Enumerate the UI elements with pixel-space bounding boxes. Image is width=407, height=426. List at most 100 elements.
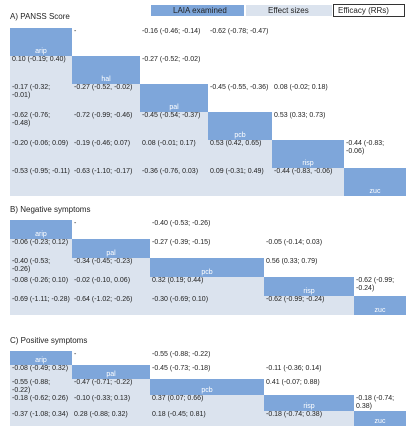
treatment-cell: zuc <box>344 168 406 196</box>
legend-item: Efficacy (RRs) <box>333 4 405 17</box>
efficacy-cell <box>264 220 354 239</box>
treatment-cell: hal <box>72 56 140 84</box>
effect-size-cell: -0.17 (-0.32; -0.01) <box>10 84 72 112</box>
effect-size-cell: -0.64 (-1.02; -0.26) <box>72 296 150 315</box>
legend-label: LAIA examined <box>173 6 227 15</box>
table-row: 0.10 (-0.19; 0.40) hal -0.27 (-0.52; -0.02… <box>10 56 406 84</box>
efficacy-cell: -0.11 (-0.36; 0.14) <box>264 365 354 380</box>
effect-size-cell: -0.18 (-0.74; 0.38) <box>264 411 354 426</box>
effect-size-cell: -0.36 (-0.76, 0.03) <box>140 168 208 196</box>
table-row: -0.69 (-1.11; -0.28) -0.64 (-1.02; -0.26)… <box>10 296 406 315</box>
table-row: arip - -0.55 (-0.88; -0.22) <box>10 351 406 366</box>
legend-item: Effect sizes <box>245 4 333 17</box>
efficacy-cell: -0.62 (-0.78; -0.47) <box>208 28 272 56</box>
effect-size-cell: 0.37 (0.07; 0.66) <box>150 395 264 412</box>
table-row: -0.53 (-0.95; -0.11) -0.63 (-1.10; -0.17)… <box>10 168 406 196</box>
efficacy-cell <box>354 351 406 366</box>
table-row: -0.08 (-0.26; 0.10) -0.02 (-0.10, 0.06) 0.… <box>10 277 406 296</box>
efficacy-cell: -0.05 (-0.14; 0.03) <box>264 239 354 258</box>
league-table: arip - -0.16 (-0.46; -0.14) -0.62 (-0.78; -… <box>10 28 406 196</box>
table-row: -0.40 (-0.53; -0.26) -0.34 (-0.45; -0.23)… <box>10 258 406 277</box>
effect-size-cell: -0.08 (-0.26; 0.10) <box>10 277 72 296</box>
legend-label: Efficacy (RRs) <box>338 6 389 15</box>
efficacy-cell <box>354 239 406 258</box>
efficacy-cell: - <box>72 351 150 366</box>
efficacy-cell: -0.62 (-0.99; -0.24) <box>354 277 406 296</box>
efficacy-cell <box>344 56 406 84</box>
effect-size-cell: 0.09 (-0.31; 0.49) <box>208 168 272 196</box>
effect-size-cell: -0.06 (-0.23; 0.12) <box>10 239 72 258</box>
table-row: arip - -0.40 (-0.53; -0.26) <box>10 220 406 239</box>
effect-size-cell: -0.47 (-0.71; -0.22) <box>72 379 150 396</box>
treatment-cell: pal <box>72 239 150 258</box>
effect-size-cell: -0.62 (-0.99; -0.24) <box>264 296 354 315</box>
efficacy-cell <box>344 28 406 56</box>
effect-size-cell: -0.53 (-0.95; -0.11) <box>10 168 72 196</box>
effect-size-cell: -0.20 (-0.06; 0.09) <box>10 140 72 168</box>
efficacy-cell: -0.45 (-0.73; -0.18) <box>150 365 264 380</box>
effect-size-cell: -0.44 (-0.83, -0.06) <box>272 168 344 196</box>
efficacy-cell <box>344 84 406 112</box>
treatment-cell: pcb <box>150 379 264 396</box>
efficacy-cell: 0.53 (0.33; 0.73) <box>272 112 344 140</box>
effect-size-cell: 0.32 (0.19; 0.44) <box>150 277 264 296</box>
efficacy-cell <box>354 258 406 277</box>
effect-size-cell: -0.19 (-0.46; 0.07) <box>72 140 140 168</box>
treatment-cell: zuc <box>354 411 406 426</box>
treatment-cell: risp <box>264 277 354 296</box>
efficacy-cell: -0.27 (-0.52; -0.02) <box>140 56 208 84</box>
effect-size-cell: -0.08 (-0.49; 0.32) <box>10 365 72 380</box>
effect-size-cell: -0.63 (-1.10; -0.17) <box>72 168 140 196</box>
table-row: -0.17 (-0.32; -0.01) -0.27 (-0.52, -0.02)… <box>10 84 406 112</box>
table-row: -0.55 (-0.88; -0.22) -0.47 (-0.71; -0.22)… <box>10 379 406 396</box>
effect-size-cell: 0.10 (-0.19; 0.40) <box>10 56 72 84</box>
table-row: -0.62 (-0.76; -0.48) -0.72 (-0.99; -0.46)… <box>10 112 406 140</box>
efficacy-cell <box>264 351 354 366</box>
efficacy-cell <box>208 56 272 84</box>
efficacy-cell: -0.27 (-0.39; -0.15) <box>150 239 264 258</box>
effect-size-cell: -0.30 (-0.69; 0.10) <box>150 296 264 315</box>
efficacy-cell: -0.18 (-0.74; 0.38) <box>354 395 406 412</box>
treatment-cell: arip <box>10 28 72 56</box>
efficacy-cell: -0.45 (-0.55, -0.36) <box>208 84 272 112</box>
efficacy-cell <box>344 112 406 140</box>
efficacy-cell <box>272 28 344 56</box>
effect-size-cell: 0.18 (-0.45; 0.81) <box>150 411 264 426</box>
table-row: -0.06 (-0.23; 0.12) pal -0.27 (-0.39; -0.1… <box>10 239 406 258</box>
efficacy-cell: -0.44 (-0.83; -0.06) <box>344 140 406 168</box>
table-row: -0.18 (-0.62; 0.26) -0.10 (-0.33; 0.13) 0.… <box>10 395 406 412</box>
league-table: arip - -0.55 (-0.88; -0.22) -0.08 (-0.49; 0… <box>10 351 406 426</box>
effect-size-cell: -0.27 (-0.52, -0.02) <box>72 84 140 112</box>
effect-size-cell: -0.34 (-0.45; -0.23) <box>72 258 150 277</box>
legend-label: Effect sizes <box>268 6 309 15</box>
efficacy-cell: -0.40 (-0.53; -0.26) <box>150 220 264 239</box>
efficacy-cell: - <box>72 28 140 56</box>
legend-item: LAIA examined <box>150 4 245 17</box>
effect-size-cell: -0.37 (-1.08; 0.34) <box>10 411 72 426</box>
effect-size-cell: -0.55 (-0.88; -0.22) <box>10 379 72 396</box>
treatment-cell: pal <box>140 84 208 112</box>
treatment-cell: risp <box>264 395 354 412</box>
effect-size-cell: -0.10 (-0.33; 0.13) <box>72 395 150 412</box>
treatment-cell: zuc <box>354 296 406 315</box>
efficacy-cell: 0.08 (-0.02; 0.18) <box>272 84 344 112</box>
effect-size-cell: -0.18 (-0.62; 0.26) <box>10 395 72 412</box>
table-row: arip - -0.16 (-0.46; -0.14) -0.62 (-0.78; -… <box>10 28 406 56</box>
effect-size-cell: -0.40 (-0.53; -0.26) <box>10 258 72 277</box>
effect-size-cell: 0.28 (-0.88; 0.32) <box>72 411 150 426</box>
table-row: -0.08 (-0.49; 0.32) pal -0.45 (-0.73; -0.1… <box>10 365 406 380</box>
effect-size-cell: 0.08 (-0.01; 0.17) <box>140 140 208 168</box>
efficacy-cell <box>354 365 406 380</box>
effect-size-cell: -0.72 (-0.99; -0.46) <box>72 112 140 140</box>
treatment-cell: risp <box>272 140 344 168</box>
treatment-cell: arip <box>10 351 72 366</box>
efficacy-cell: - <box>72 220 150 239</box>
efficacy-cell <box>272 56 344 84</box>
treatment-cell: arip <box>10 220 72 239</box>
efficacy-cell: -0.55 (-0.88; -0.22) <box>150 351 264 366</box>
treatment-cell: pal <box>72 365 150 380</box>
panel-title: B) Negative symptoms <box>10 205 91 214</box>
efficacy-cell: -0.16 (-0.46; -0.14) <box>140 28 208 56</box>
effect-size-cell: -0.69 (-1.11; -0.28) <box>10 296 72 315</box>
